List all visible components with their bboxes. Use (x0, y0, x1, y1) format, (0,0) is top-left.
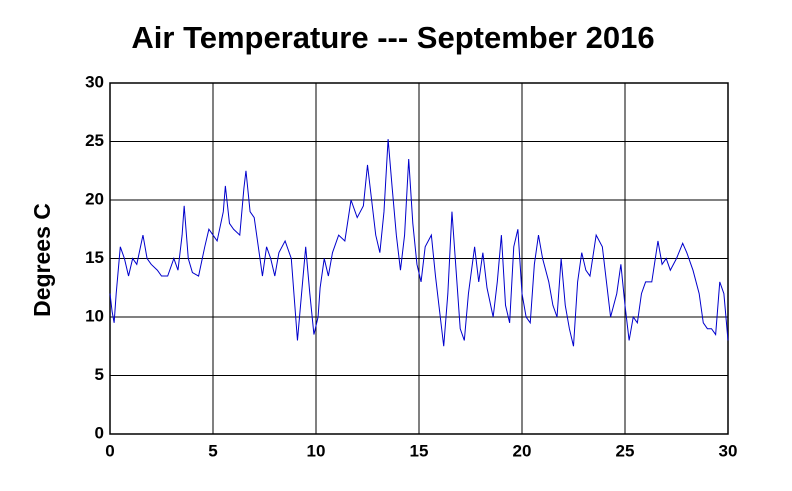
x-tick-label: 20 (513, 441, 532, 460)
y-tick-label: 30 (85, 72, 104, 91)
x-tick-label: 10 (307, 441, 326, 460)
x-tick-label: 30 (719, 441, 738, 460)
y-tick-label: 5 (95, 365, 104, 384)
y-axis-label: Degrees C (29, 203, 55, 317)
plot-frame (109, 82, 729, 435)
y-tick-label: 25 (85, 131, 104, 150)
y-tick-label: 20 (85, 189, 104, 208)
y-tick-label: 15 (85, 248, 104, 267)
x-tick-label: 0 (105, 441, 114, 460)
x-tick-label: 25 (616, 441, 635, 460)
y-tick-label: 10 (85, 306, 104, 325)
x-tick-label: 15 (410, 441, 429, 460)
chart-title: Air Temperature --- September 2016 (131, 20, 654, 55)
x-tick-label: 5 (208, 441, 217, 460)
y-tick-label: 0 (95, 423, 104, 442)
data-line (109, 139, 729, 347)
